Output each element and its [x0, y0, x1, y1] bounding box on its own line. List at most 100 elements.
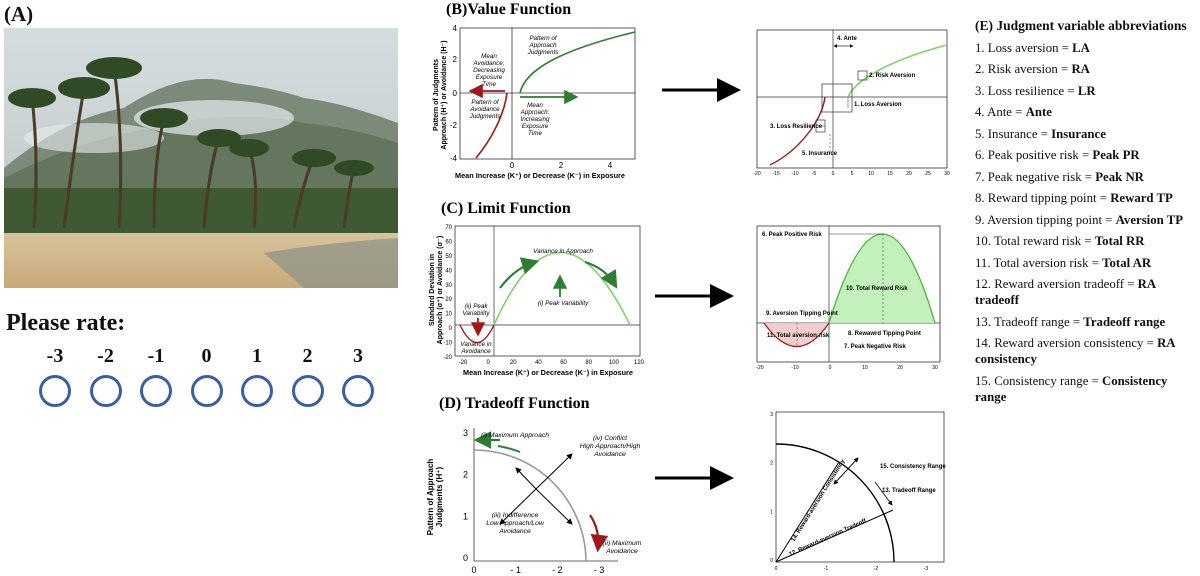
- rating-option-radio[interactable]: [39, 375, 71, 407]
- legend-item: 4. Ante = Ante: [975, 105, 1052, 120]
- b-ann-avoid-time-2: Decreasing: [473, 67, 505, 74]
- d-right-xtick: -1: [824, 566, 829, 572]
- b-xtick-2: 4: [608, 161, 613, 170]
- legend-item: 5. Insurance = Insurance: [975, 126, 1106, 141]
- d-ann-conflict-2: Avoidance: [593, 451, 626, 458]
- b-ann-av-pat-0: Pattern of: [471, 99, 500, 106]
- d-right-ytick: 1: [770, 509, 773, 515]
- rating-option-radio[interactable]: [89, 375, 122, 407]
- b-right-xtick: -10: [791, 171, 798, 177]
- b-ann-avoid-time-1: Avoidance;: [472, 60, 504, 67]
- c-right-xtick: 20: [897, 365, 903, 371]
- d-xtick: 0: [471, 565, 476, 575]
- c-ann-var-avoid-0: Variance in: [460, 341, 492, 348]
- rate-prompt: Please rate:: [6, 310, 126, 336]
- c-ytick: 60: [445, 239, 452, 245]
- c-ann-ii-peak-1: Variability: [462, 310, 490, 317]
- c-ann-var-approach: Variance in Approach: [533, 248, 593, 255]
- panel-c-right-plot: 6. Peak Positive Risk 10. Total Reward R…: [756, 225, 941, 371]
- c-xtick: 40: [535, 360, 542, 366]
- c-avoid-curve: [459, 324, 495, 344]
- c-right-xtick: -20: [756, 365, 763, 371]
- d-ann-max-approach: (i) Maximum Approach: [481, 432, 549, 439]
- c-xtick: -20: [459, 360, 468, 366]
- rating-value-label: 3: [353, 345, 363, 367]
- legend-item: 3. Loss resilience = LR: [975, 83, 1096, 98]
- c-xtick: 0: [486, 360, 490, 366]
- d-ytick: 2: [463, 470, 468, 480]
- legend-item: 6. Peak positive risk = Peak PR: [975, 148, 1140, 163]
- panel-b-right-plot: 4. Ante 2. Risk Aversion 1. Loss Aversio…: [753, 29, 950, 177]
- c-right-peak-neg: 7. Peak Negative Risk: [844, 344, 906, 350]
- rating-value-label: 2: [302, 345, 313, 367]
- rating-value-label: -3: [46, 345, 64, 367]
- c-ytick: 30: [445, 283, 452, 289]
- c-ytick: -10: [443, 341, 452, 347]
- rating-option-radio[interactable]: [291, 375, 324, 407]
- c-ytick: 10: [445, 312, 452, 318]
- panel-d-right-plot: 15. Consistency Range 13. Tradeoff Range…: [770, 411, 946, 572]
- d-right-ytick: 0: [770, 558, 773, 564]
- b-right-loss-resilience: 3. Loss Resilience: [770, 124, 823, 130]
- d-right-xtick: -3: [924, 566, 929, 572]
- legend-item: 1. Loss aversion = LA: [975, 40, 1090, 55]
- d-ytick: 0: [463, 553, 468, 563]
- d-arc: [473, 449, 587, 562]
- panel-b-title: (B)Value Function: [446, 1, 571, 18]
- rating-value-label: 1: [252, 345, 262, 367]
- rating-option-radio[interactable]: [342, 375, 374, 407]
- c-ylabel-1: Standard Deviation in: [429, 254, 436, 326]
- rating-option-radio[interactable]: [190, 375, 223, 407]
- c-ann-peak-var: (i) Peak Variability: [538, 300, 589, 307]
- b-ytick-2: 0: [453, 89, 458, 98]
- d-ann-conflict-1: High Approach/High: [580, 443, 641, 450]
- c-xtick: 60: [560, 360, 567, 366]
- c-ann-var-avoid-1: Avoidance: [460, 348, 491, 355]
- d-ann-conflict-0: (iv) Conflict: [593, 435, 628, 442]
- d-ylabel-2: Judgments (H⁺): [435, 467, 444, 528]
- b-ytick-4: -4: [450, 154, 458, 163]
- c-approach-curve: [493, 251, 631, 326]
- legend-item: 12. Reward aversion tradeoff = RA tradeo…: [975, 277, 1156, 308]
- b-avoid-curve: [475, 92, 508, 159]
- d-ann-indiff-0: (iii) Indifference: [492, 512, 539, 519]
- b-ann-app-pat-2: Judgments: [527, 49, 560, 56]
- b-ann-app-time-3: Exposure: [522, 123, 549, 130]
- b-right-xtick: -5: [812, 171, 817, 177]
- d-ylabel-1: Pattern of Approach: [426, 459, 435, 536]
- rating-option-radio[interactable]: [241, 375, 273, 407]
- b-right-xtick: 25: [925, 171, 931, 177]
- legend-item: 9. Aversion tipping point = Aversion TP: [975, 212, 1184, 227]
- legend-item: 15. Consistency range = Consistency rang…: [975, 373, 1168, 404]
- b-ytick-3: -2: [450, 121, 458, 130]
- d-xtick: - 2: [552, 565, 563, 575]
- b-right-xtick: 5: [851, 171, 854, 177]
- c-ytick: 20: [445, 297, 452, 303]
- b-xlabel: Mean Increase (K⁺) or Decrease (K⁻) in E…: [455, 171, 625, 180]
- panel-c-title: (C) Limit Function: [441, 200, 571, 217]
- c-right-total-aversion: 11. Total aversion risk: [767, 333, 830, 339]
- c-right-total-reward: 10. Total Reward Risk: [846, 286, 908, 292]
- c-right-peak-pos: 6. Peak Positive Risk: [762, 232, 822, 238]
- b-right-risk-aversion: 2. Risk Aversion: [869, 73, 916, 79]
- d-right-ytick: 3: [770, 412, 773, 418]
- d-xtick: - 1: [510, 565, 521, 575]
- d-right-xtick: -2: [874, 566, 879, 572]
- c-xlabel: Mean Increase (K⁺) or Decrease (K⁻) in E…: [463, 368, 633, 377]
- d-right-consistency-range: 15. Consistency Range: [880, 464, 946, 470]
- b-approach-curve: [519, 31, 636, 94]
- d-xtick: - 3: [594, 565, 605, 575]
- rating-option-radio[interactable]: [140, 375, 172, 407]
- b-ann-app-time-1: Approach;: [520, 109, 550, 116]
- d-ytick: 1: [463, 511, 468, 521]
- b-ann-app-time-0: Mean: [527, 102, 543, 109]
- c-right-xtick: 0: [829, 365, 832, 371]
- b-right-xtick: 20: [906, 171, 912, 177]
- b-xtick-1: 2: [559, 161, 564, 170]
- b-xtick-0: 0: [510, 161, 515, 170]
- b-ann-app-pat-1: Approach: [529, 42, 557, 49]
- c-xtick: 100: [609, 360, 620, 366]
- c-right-aversion-tp: 9. Aversion Tipping Point: [766, 311, 838, 317]
- legend-item: 10. Total reward risk = Total RR: [975, 234, 1145, 249]
